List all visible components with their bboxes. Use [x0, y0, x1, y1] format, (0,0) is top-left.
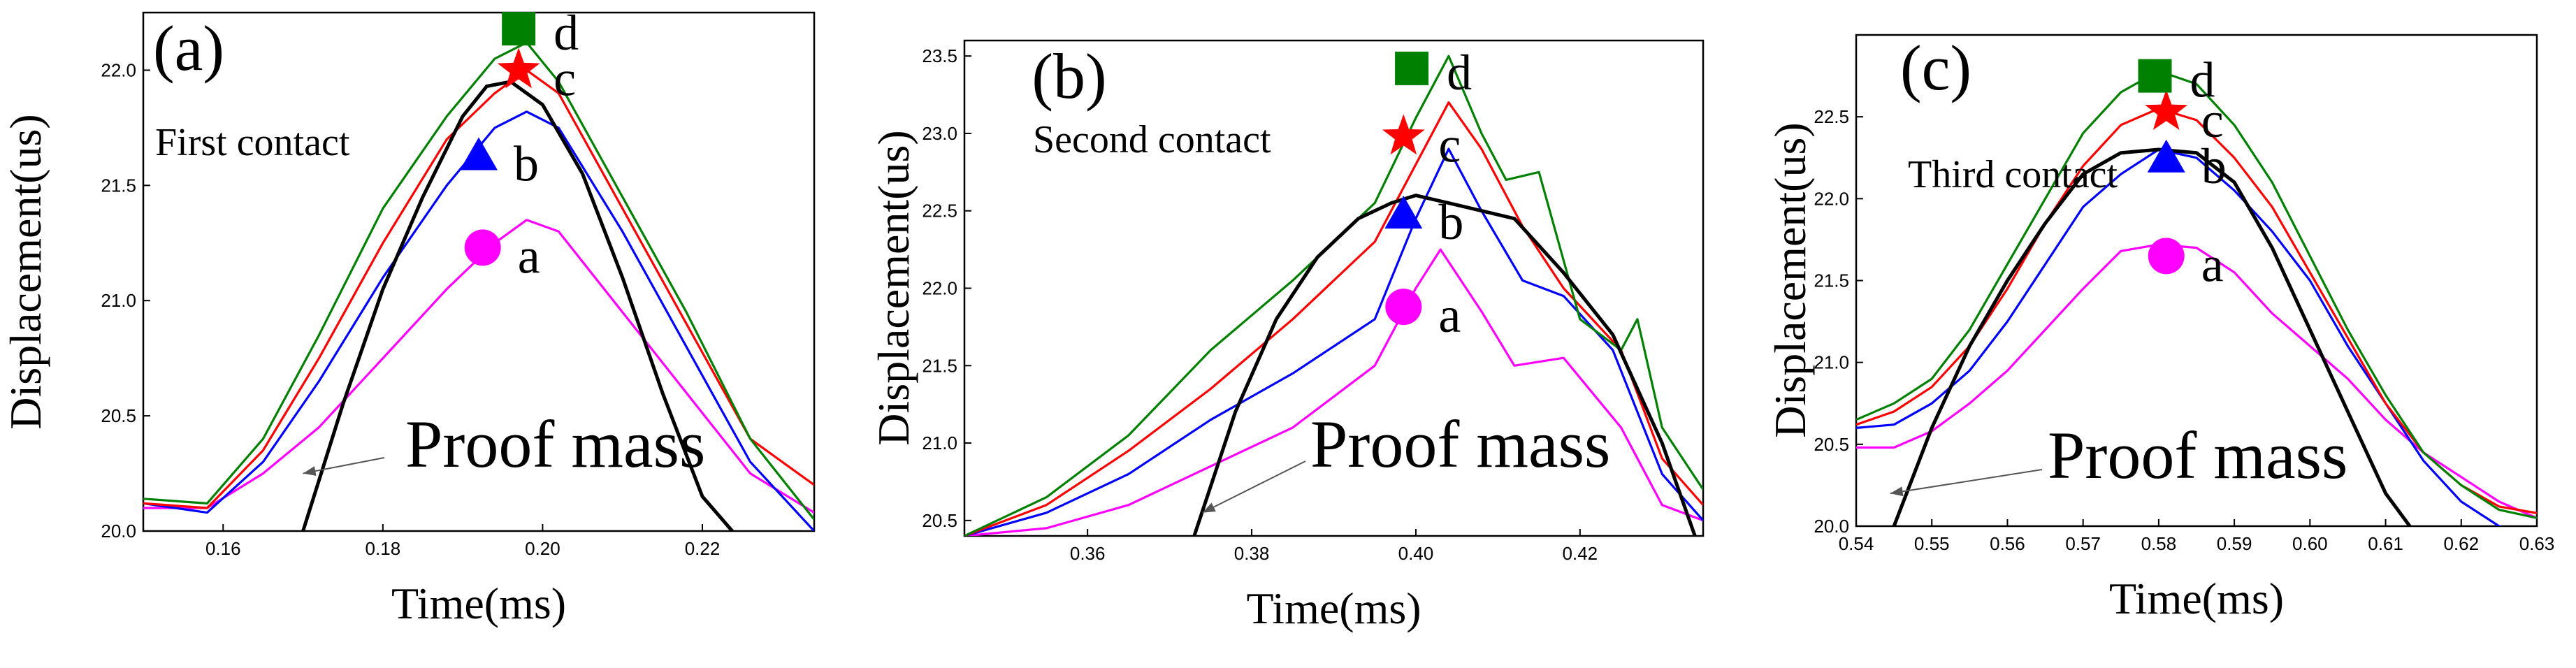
series-d-line [964, 55, 1703, 536]
marker-letter-c: c [553, 50, 576, 106]
marker-d-square [2138, 59, 2172, 93]
marker-letter-d: d [1447, 45, 1472, 101]
x-tick-label: 0.18 [366, 538, 401, 559]
x-tick-label: 0.63 [2519, 533, 2555, 554]
marker-b-triangle [1384, 196, 1423, 229]
contact-annotation: First contact [155, 121, 350, 164]
proof-mass-arrow [303, 457, 385, 474]
marker-a-circle [464, 229, 501, 266]
y-tick-label: 22.0 [1814, 188, 1849, 209]
panel-label: (a) [153, 13, 224, 84]
plot-frame [142, 11, 816, 532]
x-tick-label: 0.20 [525, 538, 560, 559]
marker-a-circle [1385, 289, 1422, 326]
panel-b: 0.36 0.38 0.40 0.42 20.5 21.0 21.5 22.0 22.5 23.0… [869, 39, 1705, 633]
marker-letter-a: a [2201, 236, 2224, 292]
y-tick-label: 22.5 [1814, 106, 1849, 127]
x-tick-label: 0.36 [1070, 543, 1106, 564]
proof-mass-label: Proof mass [405, 407, 705, 481]
marker-letter-c: c [2201, 92, 2224, 148]
contact-annotation: Third contact [1908, 153, 2118, 196]
y-tick-label: 21.5 [922, 355, 957, 376]
series-c-line [143, 68, 814, 509]
panel-a: 0.16 0.18 0.20 0.22 20.0 20.5 21.0 21.5 22.0 Time… [1, 5, 816, 628]
y-tick-label: 21.5 [1814, 270, 1849, 291]
y-tick-label: 23.0 [922, 123, 957, 144]
marker-c-star [2145, 89, 2188, 130]
x-tick-label: 0.58 [2141, 533, 2177, 554]
y-tick-label: 22.0 [101, 59, 136, 80]
x-tick-label: 0.62 [2443, 533, 2479, 554]
panel-c: 0.54 0.55 0.56 0.57 0.58 0.59 0.60 0.61 0.62 0.63… [1765, 32, 2554, 623]
x-tick-label: 0.61 [2368, 533, 2403, 554]
series-proof-mass-line [301, 80, 735, 531]
y-tick-label: 22.5 [922, 201, 957, 222]
x-tick-label: 0.42 [1563, 543, 1598, 564]
proof-mass-arrow [1890, 469, 2043, 495]
y-tick-label: 21.0 [1814, 352, 1849, 373]
y-tick-label: 20.5 [101, 405, 136, 426]
x-axis-label: Time(ms) [1246, 583, 1421, 633]
marker-a-circle [2148, 238, 2185, 275]
proof-mass-label: Proof mass [2048, 418, 2347, 493]
series-proof-mass-line [1192, 194, 1697, 536]
marker-letter-b: b [514, 136, 539, 191]
y-tick-label: 21.0 [922, 433, 957, 453]
y-tick-label: 23.5 [922, 45, 957, 66]
panel-label: (b) [1032, 41, 1106, 112]
marker-d-square [1395, 51, 1429, 85]
marker-d-square [502, 12, 536, 46]
contact-annotation: Second contact [1033, 118, 1271, 161]
y-tick-label: 20.0 [101, 521, 136, 542]
marker-letter-d: d [2190, 52, 2215, 108]
y-tick-label: 20.0 [1814, 516, 1849, 537]
x-tick-label: 0.54 [1839, 533, 1874, 554]
y-axis-label: Displacement(us) [1765, 122, 1815, 437]
series-c-line [964, 101, 1703, 536]
marker-c-star [1382, 114, 1425, 155]
proof-mass-arrow [1202, 460, 1306, 514]
proof-mass-label: Proof mass [1310, 407, 1610, 481]
marker-letter-b: b [1438, 194, 1463, 250]
x-tick-label: 0.55 [1914, 533, 1950, 554]
y-axis-label: Displacement(us) [869, 130, 918, 445]
series-b-line [1856, 148, 2502, 526]
y-tick-label: 21.5 [101, 175, 136, 196]
marker-c-star [497, 48, 540, 89]
y-tick-label: 20.5 [922, 510, 957, 531]
proof-mass-arrowhead [1202, 502, 1216, 513]
x-tick-label: 0.38 [1234, 543, 1270, 564]
marker-letter-c: c [1438, 117, 1461, 173]
series-d-line [1856, 70, 2537, 519]
series-b-line [143, 110, 814, 531]
marker-b-triangle [2147, 139, 2185, 173]
y-tick-label: 22.0 [922, 278, 957, 299]
marker-b-triangle [460, 137, 498, 170]
x-tick-label: 0.40 [1398, 543, 1434, 564]
y-axis-label: Displacement(us) [1, 114, 50, 429]
series-d-line [143, 41, 814, 521]
x-tick-label: 0.57 [2065, 533, 2101, 554]
x-tick-label: 0.59 [2217, 533, 2252, 554]
proof-mass-arrowhead [303, 466, 317, 477]
x-axis-label: Time(ms) [391, 579, 566, 628]
marker-letter-b: b [2201, 138, 2227, 194]
x-tick-label: 0.56 [1990, 533, 2025, 554]
marker-letter-a: a [1438, 287, 1461, 343]
marker-letter-d: d [553, 5, 579, 61]
x-tick-label: 0.60 [2292, 533, 2328, 554]
x-tick-label: 0.22 [685, 538, 721, 559]
proof-mass-arrowhead [1890, 486, 1904, 497]
series-proof-mass-line [1892, 147, 2412, 526]
panel-label: (c) [1900, 32, 1971, 103]
marker-letter-a: a [518, 228, 540, 284]
x-axis-label: Time(ms) [2109, 574, 2284, 623]
y-tick-label: 21.0 [101, 290, 136, 311]
series-a-line [964, 248, 1703, 536]
x-tick-label: 0.16 [205, 538, 241, 559]
y-tick-label: 20.5 [1814, 434, 1849, 455]
series-b-line [964, 147, 1703, 536]
